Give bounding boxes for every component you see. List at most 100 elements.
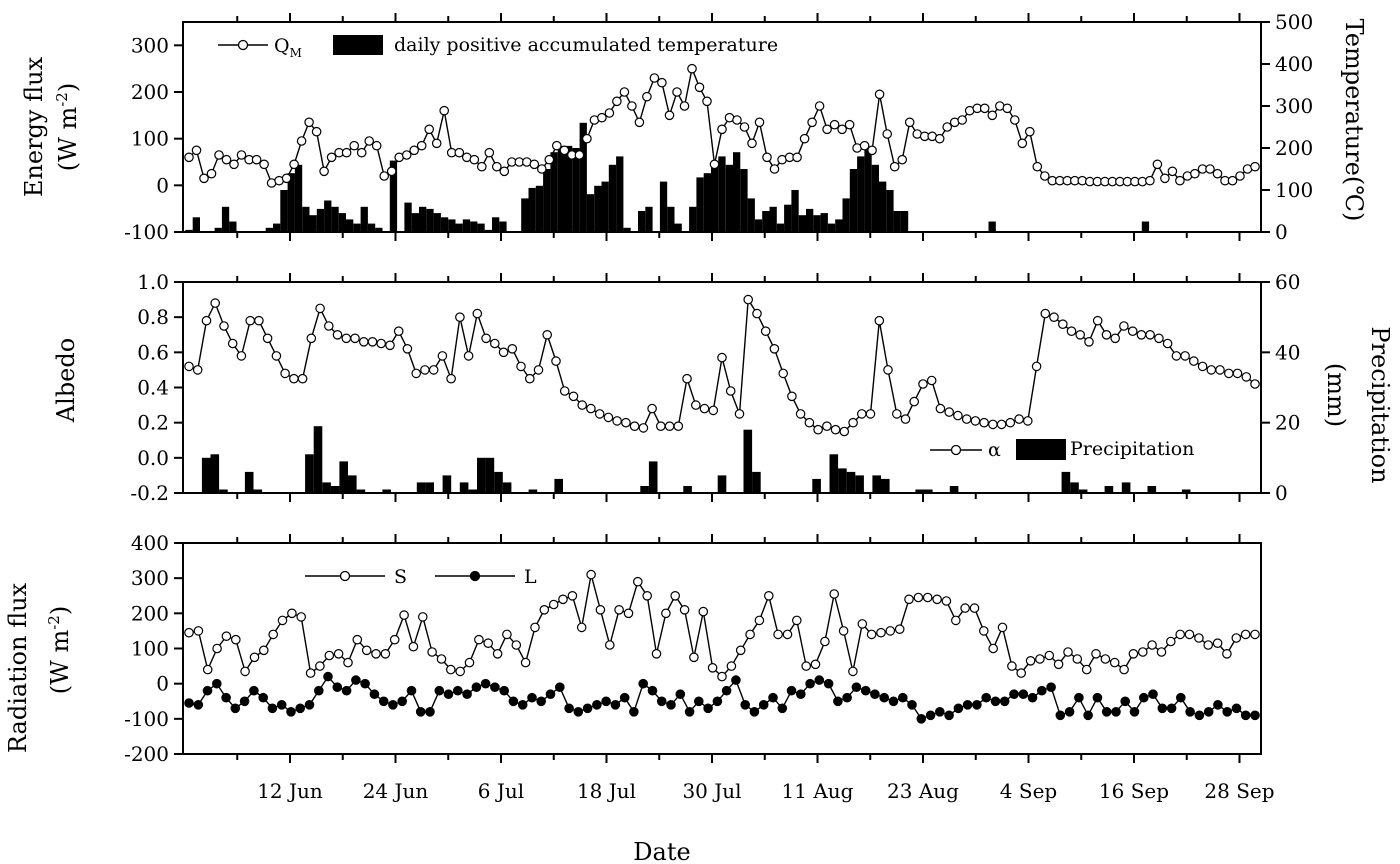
l-point (1046, 682, 1056, 692)
legend-bar-label: daily positive accumulated temperature (394, 34, 778, 56)
temperature-bar (419, 206, 427, 232)
precipitation-bar (305, 454, 314, 493)
x-tick-label: 12 Jun (257, 779, 323, 803)
axis-ticks: -10001002003000100200300400500-0.20.00.2… (124, 10, 1313, 803)
l-point (304, 699, 315, 710)
s-point (922, 592, 933, 603)
s-point (726, 661, 737, 671)
bottom-legend: S L (305, 566, 537, 588)
s-point (651, 648, 662, 659)
qm-point (326, 152, 337, 163)
x-tick-label: 18 Jul (577, 779, 636, 803)
albedo-point (647, 403, 657, 414)
albedo-point (1127, 326, 1138, 336)
l-point (749, 706, 760, 717)
temperature-bar (638, 211, 646, 232)
s-point (1156, 647, 1167, 657)
qm-point (401, 150, 412, 160)
temperature-bar (389, 160, 398, 232)
qm-point (634, 117, 645, 128)
temperature-bar (572, 148, 580, 232)
qm-point (604, 108, 615, 118)
qm-point (739, 122, 750, 132)
middle-right-tick-label: 40 (1275, 340, 1300, 364)
albedo-point (961, 414, 972, 424)
legend-bar-swatch (333, 35, 383, 55)
l-point (777, 703, 788, 714)
albedo-point (795, 409, 806, 419)
albedo-point (1014, 414, 1024, 424)
precipitation-bar (485, 457, 495, 493)
l-point (897, 692, 908, 703)
temperature-bar (273, 223, 281, 232)
l-point (388, 699, 398, 710)
temperature-bar (718, 156, 726, 232)
albedo-point (306, 333, 317, 344)
temperature-bar (798, 215, 806, 232)
l-point (860, 685, 871, 696)
s-point (838, 626, 849, 636)
albedo-point (192, 365, 203, 375)
top-right-tick-label: 100 (1275, 178, 1313, 202)
l-point (1194, 710, 1205, 721)
x-tick-label: 28 Sep (1204, 779, 1274, 803)
albedo-point (428, 365, 439, 375)
s-point (1250, 629, 1260, 640)
precipitation-bar (881, 478, 890, 493)
temperature-bar (813, 215, 821, 232)
qm-point (934, 133, 945, 144)
l-point (527, 692, 537, 703)
s-point (567, 590, 578, 601)
s-point (352, 634, 363, 645)
qm-point (987, 110, 998, 121)
temperature-bar (754, 219, 763, 232)
l-point (184, 698, 194, 708)
precipitation-bar (829, 454, 839, 493)
albedo-point (996, 419, 1007, 430)
qm-point (657, 77, 667, 88)
temperature-bar (367, 223, 376, 232)
albedo-point (245, 315, 255, 326)
s-point (1119, 664, 1129, 675)
albedo-point (1031, 361, 1042, 372)
temperature-bar (426, 208, 434, 232)
l-point (916, 713, 927, 724)
s-point (623, 608, 634, 619)
l-point (1203, 706, 1214, 717)
top-right-tick-label: 500 (1275, 10, 1313, 34)
albedo-point (813, 424, 823, 435)
l-point (397, 696, 407, 707)
l-point (406, 685, 417, 696)
middle-left-tick-label: 1.0 (137, 270, 169, 294)
l-point (610, 699, 621, 710)
albedo-point (699, 403, 710, 414)
l-point (193, 699, 204, 710)
precipitation-bar (330, 486, 340, 493)
temperature-bar (601, 181, 609, 232)
qm-point (551, 140, 562, 151)
temperature-bar (586, 194, 595, 232)
legend-l-label: L (524, 566, 537, 588)
temperature-bar (185, 229, 193, 232)
middle-line (184, 294, 1260, 437)
top-left-tick-label: -100 (124, 220, 169, 244)
albedo-point (865, 409, 876, 419)
legend-precip-swatch (1016, 439, 1066, 460)
l-point (842, 692, 852, 703)
l-point (1213, 699, 1223, 710)
albedo-point (533, 365, 544, 375)
l-point (545, 689, 556, 699)
s-point (296, 612, 306, 622)
l-point (999, 696, 1010, 707)
albedo-point (612, 416, 622, 426)
albedo-point (1110, 333, 1120, 344)
albedo-point (332, 329, 343, 340)
s-point (1222, 648, 1232, 659)
albedo-point (262, 333, 273, 344)
qm-point (289, 159, 299, 170)
albedo-point (1136, 329, 1147, 340)
temperature-bar (579, 122, 587, 232)
l-point (536, 696, 546, 707)
temperature-bar (360, 206, 368, 232)
l-point (758, 699, 769, 710)
